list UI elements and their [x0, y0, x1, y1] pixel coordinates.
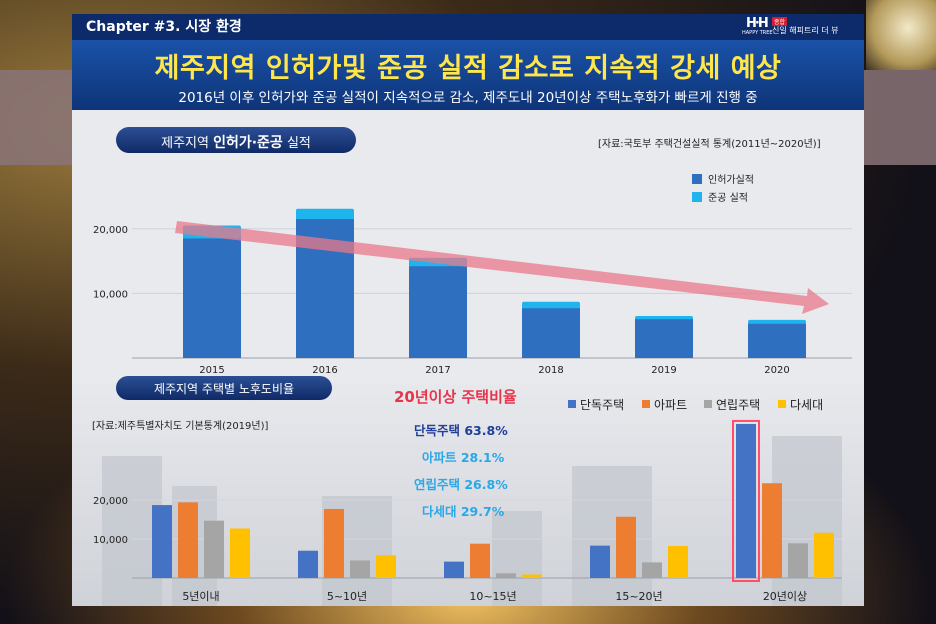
bar-연립주택: [350, 560, 370, 578]
background-flower: [866, 0, 936, 70]
legend-swatch: [692, 192, 702, 202]
bar-단독주택: [444, 561, 464, 578]
bar-아파트: [762, 483, 782, 578]
header-bar: Chapter #3. 시장 환경 H·H HAPPY TREE 종합 신일 해…: [72, 14, 864, 40]
x-tick-label: 2016: [312, 365, 337, 376]
section2-pill: 제주지역 주택별 노후도비율: [116, 376, 332, 400]
pill-prefix: 제주지역: [161, 136, 214, 151]
x-tick-label: 2019: [651, 365, 676, 376]
y-tick-label: 20,000: [93, 496, 128, 507]
bar-permit: [748, 323, 806, 358]
slide: Chapter #3. 시장 환경 H·H HAPPY TREE 종합 신일 해…: [72, 14, 864, 606]
bar-다세대: [376, 555, 396, 578]
y-tick-label: 10,000: [93, 289, 128, 300]
legend-label: 인허가실적: [708, 174, 754, 186]
housing-age-chart: 10,000 20,000 5년이내 5~10년 10~15년 15~20년 20년이상 단…: [93, 398, 842, 603]
bar-아파트: [470, 543, 490, 578]
section1-pill-text: 제주지역 인허가·준공 실적: [116, 132, 356, 152]
annotation-rowhouse: 연립주택 26.8%: [414, 477, 508, 492]
legend-swatch: [568, 400, 576, 408]
title-band: 제주지역 인허가및 준공 실적 감소로 지속적 강세 예상 2016년 이후 인…: [72, 40, 864, 110]
bar-단독주택: [736, 423, 756, 578]
x-tick-label: 20년이상: [763, 590, 807, 603]
legend-swatch: [642, 400, 650, 408]
legend-swatch: [692, 174, 702, 184]
bar-단독주택: [298, 550, 318, 578]
page-title: 제주지역 인허가및 준공 실적 감소로 지속적 강세 예상: [154, 53, 782, 84]
y-tick-label: 10,000: [93, 535, 128, 546]
bar-다세대: [522, 574, 542, 578]
bar-다세대: [814, 532, 834, 578]
chapter-label: Chapter #3. 시장 환경: [86, 19, 242, 35]
permit-completion-chart: 10,000 20,000 2015 2016 2017 2018 2019 2020 인허가…: [93, 174, 852, 376]
pill-suffix: 실적: [282, 136, 311, 151]
bar-아파트: [616, 516, 636, 578]
legend-label: 단독주택: [580, 398, 624, 412]
bar-permit: [522, 308, 580, 358]
logo-brand: HAPPY TREE: [742, 30, 773, 36]
bar-permit: [183, 238, 241, 358]
bar-단독주택: [590, 545, 610, 578]
x-tick-label: 2017: [425, 365, 450, 376]
trend-arrow: [175, 221, 829, 314]
bar-연립주택: [788, 543, 808, 578]
highlight-box: [732, 419, 760, 583]
x-tick-label: 2018: [538, 365, 563, 376]
x-tick-label: 5년이내: [182, 590, 219, 603]
legend-swatch: [704, 400, 712, 408]
annotation-multiplex: 다세대 29.7%: [422, 504, 505, 519]
legend-label: 다세대: [790, 398, 823, 412]
bar-연립주택: [496, 573, 516, 578]
bar-연립주택: [204, 520, 224, 578]
x-tick-label: 10~15년: [469, 590, 516, 603]
bar-아파트: [324, 508, 344, 578]
bar-permit: [409, 266, 467, 358]
pill-bold: 인허가·준공: [213, 135, 283, 151]
legend-label: 연립주택: [716, 398, 760, 412]
bar-다세대: [668, 546, 688, 578]
annotation-detached: 단독주택 63.8%: [414, 423, 508, 438]
x-tick-label: 15~20년: [615, 590, 662, 603]
bar-단독주택: [152, 505, 172, 578]
annotation-title: 20년이상 주택비율: [394, 388, 517, 406]
logo-name: 신일 해피트리 더 뷰: [772, 26, 839, 35]
brand-logo: H·H HAPPY TREE 종합 신일 해피트리 더 뷰: [742, 16, 856, 38]
logo-badge: 종합: [772, 17, 788, 26]
x-tick-label: 2015: [199, 365, 224, 376]
y-tick-label: 20,000: [93, 225, 128, 236]
legend-swatch: [778, 400, 786, 408]
bar-permit: [635, 319, 693, 358]
x-tick-label: 5~10년: [327, 590, 367, 603]
annotation-apartment: 아파트 28.1%: [422, 450, 505, 465]
section1-source: [자료:국토부 주택건설실적 통계(2011년~2020년)]: [598, 139, 821, 150]
section2-source: [자료:제주특별자치도 기본통계(2019년)]: [92, 421, 269, 432]
building-silhouette: [572, 466, 652, 606]
section1-pill: 제주지역 인허가·준공 실적: [116, 127, 356, 153]
building-silhouette: [492, 511, 542, 606]
legend-label: 아파트: [654, 398, 687, 412]
bar-연립주택: [642, 562, 662, 578]
bar-아파트: [178, 502, 198, 578]
page-subtitle: 2016년 이후 인허가와 준공 실적이 지속적으로 감소, 제주도내 20년이…: [178, 90, 758, 106]
x-tick-label: 2020: [764, 365, 789, 376]
section2-pill-text: 제주지역 주택별 노후도비율: [153, 382, 295, 396]
logo-icon: H·H: [746, 16, 769, 31]
legend-label: 준공 실적: [708, 192, 748, 204]
bar-다세대: [230, 528, 250, 578]
